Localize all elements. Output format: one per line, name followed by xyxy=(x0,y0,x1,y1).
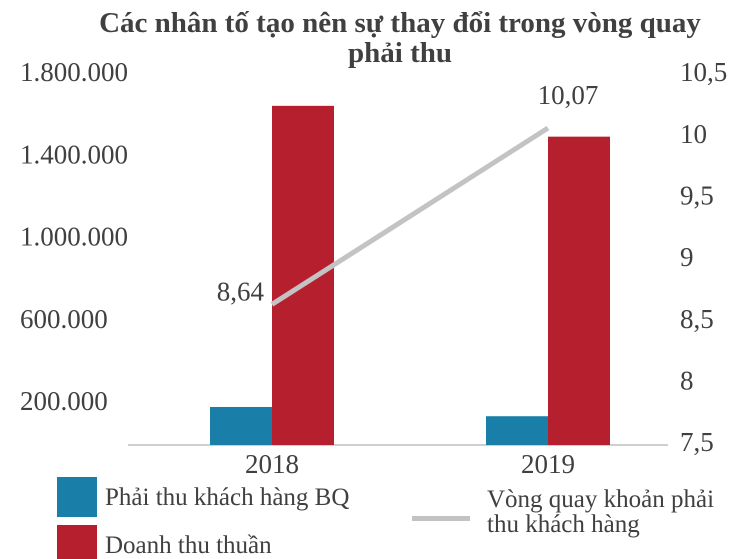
y2-tick-label: 7,5 xyxy=(680,427,714,457)
y2-tick-label: 8,5 xyxy=(680,304,714,334)
x-tick-label: 2019 xyxy=(521,449,575,479)
y-tick-label: 600.000 xyxy=(20,304,108,334)
chart-title: Các nhân tố tạo nên sự thay đổi trong vò… xyxy=(99,7,701,69)
y2-tick-label: 8 xyxy=(680,366,694,396)
line xyxy=(270,125,550,307)
y-tick-label: 1.400.000 xyxy=(20,139,128,169)
y-tick-label: 1.000.000 xyxy=(20,222,128,252)
legend-swatch xyxy=(57,477,97,517)
data-label: 10,07 xyxy=(538,80,599,110)
bar xyxy=(272,105,334,445)
y-tick-label: 200.000 xyxy=(20,386,108,416)
legend-label: Doanh thu thuần xyxy=(105,532,272,559)
data-label: 8,64 xyxy=(217,277,265,307)
legend-swatch xyxy=(412,516,470,521)
bar xyxy=(486,416,548,445)
legend-swatch xyxy=(57,525,97,559)
legend-label: Vòng quay khoản phải thu khách hàng xyxy=(487,486,715,538)
bar xyxy=(548,136,610,445)
bar xyxy=(210,406,272,445)
y2-tick-label: 10,5 xyxy=(680,57,727,87)
y2-tick-label: 9 xyxy=(680,242,694,272)
y2-tick-label: 10 xyxy=(680,119,707,149)
x-tick-label: 2018 xyxy=(245,449,299,479)
legend-label: Phải thu khách hàng BQ xyxy=(105,484,350,511)
y-tick-label: 1.800.000 xyxy=(20,57,128,87)
y2-tick-label: 9,5 xyxy=(680,181,714,211)
